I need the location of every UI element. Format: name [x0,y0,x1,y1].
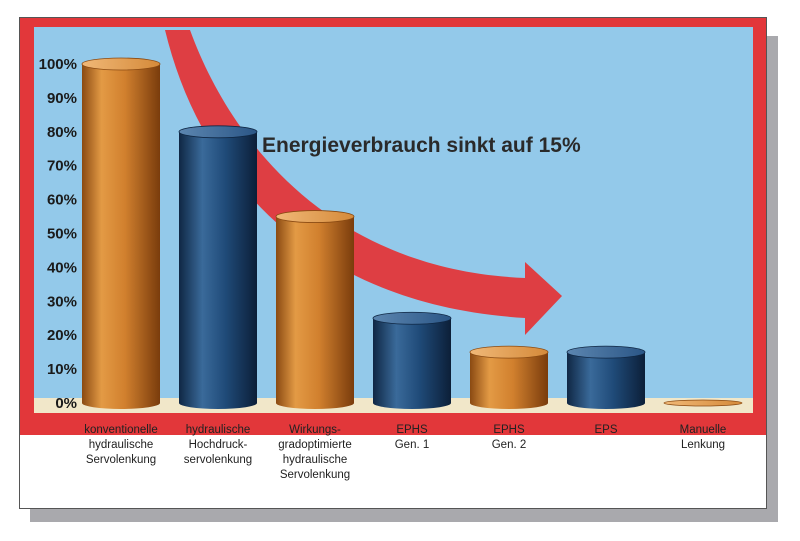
category-label-line: Gen. 1 [394,439,430,451]
category-label-line: Manuelle [679,424,727,436]
y-tick-label: 80% [47,124,77,141]
category-label-line: servolenkung [183,454,253,466]
category-label-line: Servolenkung [279,469,351,481]
category-label: EPHS Gen. 2 [457,423,561,453]
bar-top [372,311,452,325]
bar-top [81,57,161,71]
y-tick-label: 10% [47,361,77,378]
bar-body [470,352,548,409]
bar-body [82,64,160,409]
category-label-line: gradoptimierte [278,439,352,451]
y-tick-label: 50% [47,226,77,243]
bar-body [276,216,354,409]
bar [372,311,452,409]
y-axis: 0% 10% 20% 30% 40% 50% 60% 70% 80% 90% 100% [39,56,77,412]
bar-body [179,131,257,410]
category-label-line: EPS [594,424,618,436]
bar-body [373,318,451,409]
category-label-line: Hochdruck- [188,439,248,451]
bar [663,399,743,407]
y-tick-label: 60% [47,192,77,209]
bar-top [566,345,646,359]
category-label-line: EPHS [396,424,428,436]
category-label-line: hydraulische [88,439,154,451]
bar-top [275,210,355,223]
y-tick-label: 30% [47,293,77,310]
category-label: EPS [554,423,658,438]
category-label-line: EPHS [493,424,525,436]
y-tick-label: 20% [47,327,77,344]
y-tick-label: 90% [47,90,77,107]
bars [81,57,743,410]
annotation-text: Energieverbrauch sinkt auf 15% [262,134,581,157]
category-label-line: hydraulische [282,454,348,466]
y-tick-label: 100% [39,56,77,73]
category-label: Manuelle Lenkung [651,423,755,453]
category-label: hydraulische Hochdruck-servolenkung [166,423,270,468]
bar [275,210,355,409]
category-label-line: Wirkungs- [289,424,341,436]
category-label-line: Lenkung [680,439,726,451]
bar-body [567,352,645,409]
category-label: Wirkungs-gradoptimierte hydraulische Servo… [263,423,367,483]
bar [178,125,258,410]
bar [469,345,549,409]
bar [81,57,161,409]
bar-top [178,125,258,139]
y-tick-label: 40% [47,259,77,276]
category-label-line: konventionelle [84,424,158,436]
bar-top [663,399,743,407]
category-label-line: Gen. 2 [491,439,527,451]
category-label-line: hydraulische [185,424,251,436]
category-label-line: Servolenkung [85,454,157,466]
bar [566,345,646,409]
y-tick-label: 0% [55,395,77,412]
category-label: EPHS Gen. 1 [360,423,464,453]
bar-top [469,345,549,359]
y-tick-label: 70% [47,158,77,175]
category-label: konventionelle hydraulische Servolenkung [69,423,173,468]
